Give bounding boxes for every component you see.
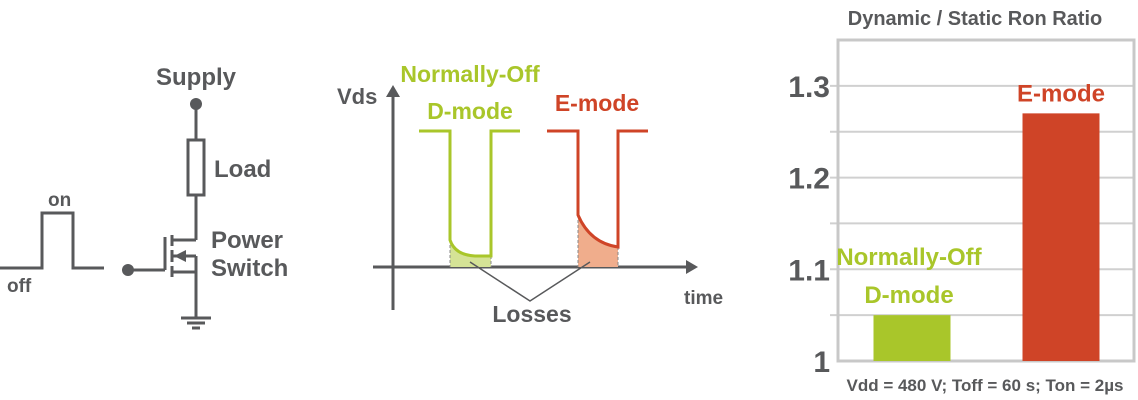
plot-frame [836,38,1136,363]
bar-label: Normally-Off [836,244,982,271]
x-axis-label: Vdd = 480 V; Toff = 60 s; Ton = 2µs [847,376,1124,395]
bars: Normally-Off D-mode E-mode [836,80,1105,361]
x-axis-arrow-icon [686,260,698,274]
switch-label-line2: Switch [211,255,288,282]
supply-label: Supply [156,64,237,91]
ron-ratio-chart: Dynamic / Static Ron Ratio 1 1.1 1.2 1.3 No… [788,8,1136,395]
dmode-label-line1: Normally-Off [400,61,540,87]
switch-label-line1: Power [211,227,283,254]
pulse-on-label: on [48,190,71,211]
losses-label: Losses [492,301,571,327]
y-tick-label: 1.3 [788,71,830,104]
y-axis-label: Vds [337,84,377,109]
y-axis-arrow-icon [386,85,400,97]
chart-title: Dynamic / Static Ron Ratio [848,8,1103,30]
load-resistor-icon [186,138,206,197]
bar-label: E-mode [1017,80,1105,107]
bar-label: D-mode [864,282,953,309]
emode-waveform [547,129,648,249]
circuit-diagram: Supply Load Power Switch on off [0,64,288,330]
bar-emode [1022,113,1100,361]
waveform-diagram: Vds time Normally-Off D-mode E-mode Loss… [337,61,723,327]
mosfet-icon [122,235,198,318]
y-ticks: 1 1.1 1.2 1.3 [788,71,830,379]
pulse-off-label: off [7,276,32,297]
x-axis-label: time [684,288,723,309]
y-tick-label: 1.2 [788,163,830,196]
bar-dmode [873,315,951,361]
losses-pointer [469,261,591,302]
y-tick-label: 1.1 [788,254,830,287]
load-label: Load [214,156,271,183]
emode-label: E-mode [555,90,639,116]
dmode-label-line2: D-mode [427,98,513,124]
y-tick-label: 1 [813,346,830,379]
gate-pulse [0,211,104,270]
dmode-loss-area [450,240,491,267]
ground-icon [181,316,211,330]
dmode-waveform [419,129,520,258]
